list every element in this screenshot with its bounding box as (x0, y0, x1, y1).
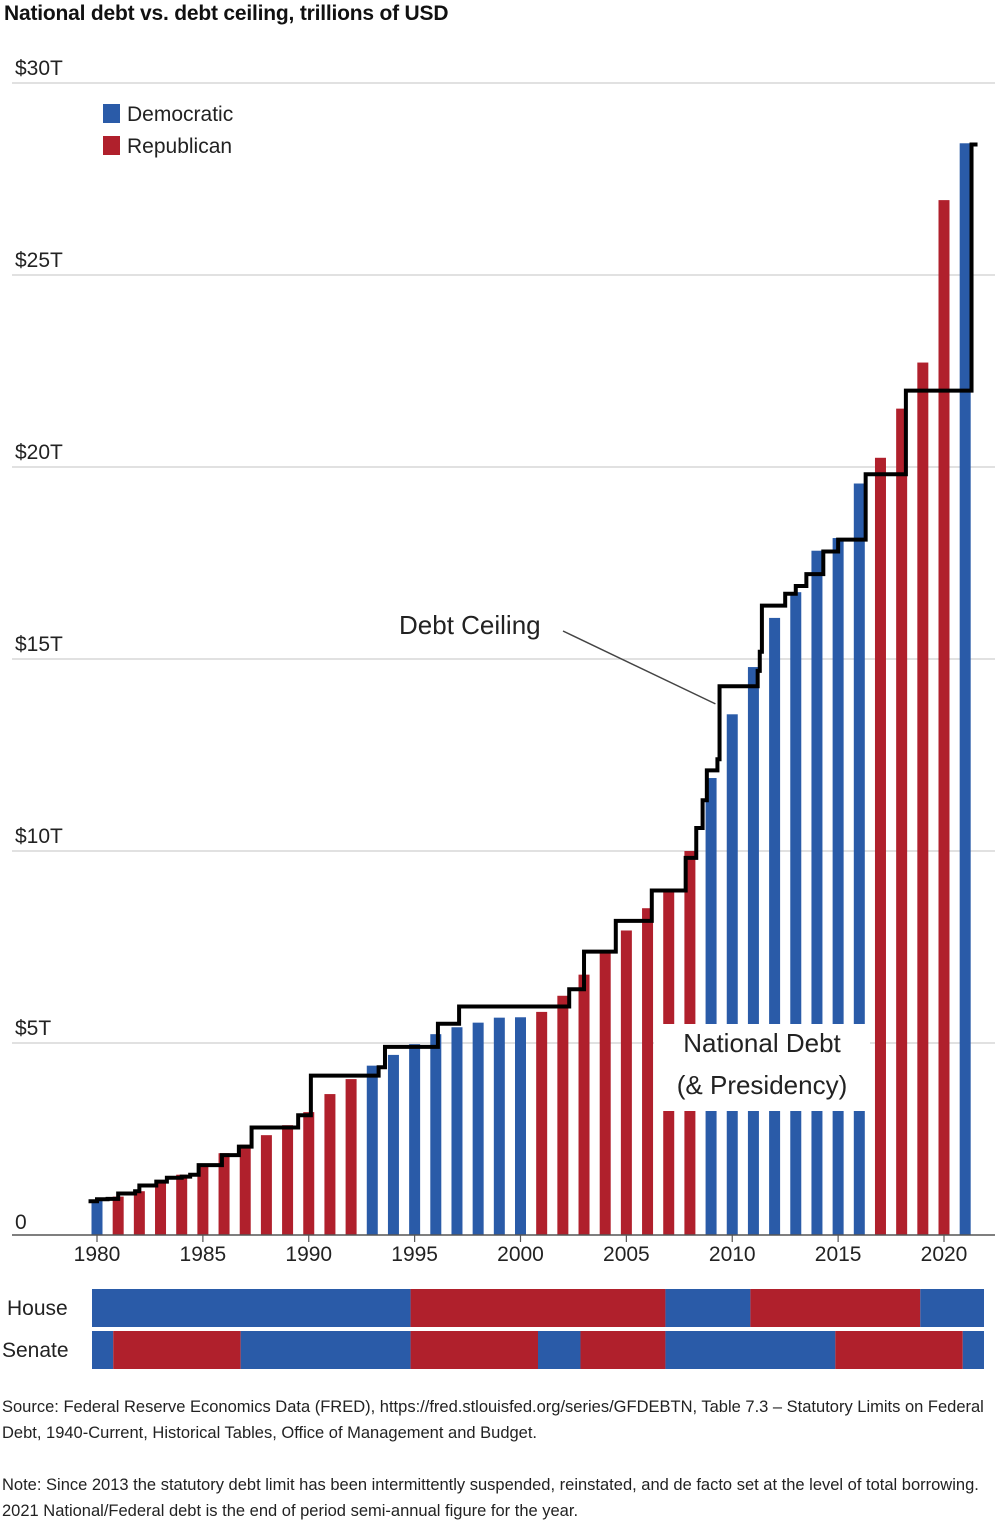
debt-bar-2019 (917, 362, 929, 1235)
national-debt-label-line: (& Presidency) (677, 1070, 848, 1100)
debt-bar-1999 (493, 1017, 505, 1235)
legend-label-democratic: Democratic (127, 103, 233, 126)
debt-bar-1988 (260, 1135, 272, 1235)
debt-bar-1997 (451, 1027, 463, 1235)
debt-bar-2021 (959, 143, 971, 1236)
debt-bar-1993 (366, 1065, 378, 1235)
debt-bar-1981 (112, 1196, 124, 1235)
debt-bar-1995 (409, 1044, 421, 1235)
debt-bar-2012 (769, 617, 781, 1235)
senate-segment (835, 1331, 963, 1369)
debt-bar-2000 (515, 1017, 526, 1235)
senate-segment (538, 1331, 581, 1369)
debt-bar-2014 (811, 550, 823, 1235)
debt-bar-2020 (938, 200, 950, 1235)
chart-title: National debt vs. debt ceiling, trillion… (4, 2, 449, 25)
y-tick-label: 0 (15, 1211, 27, 1234)
debt-bar-1994 (387, 1054, 399, 1235)
house-segment (92, 1289, 411, 1327)
debt-bar-2017 (874, 457, 886, 1235)
debt-bar-2005 (620, 930, 632, 1235)
debt-bar-1998 (472, 1022, 484, 1235)
annotation-pointer (562, 630, 716, 705)
debt-bar-1992 (345, 1079, 357, 1235)
debt-bar-2015 (832, 538, 844, 1235)
debt-bar-1996 (430, 1034, 442, 1235)
x-tick-label: 2005 (603, 1243, 650, 1266)
debt-bar-1990 (303, 1112, 315, 1235)
house-segment (750, 1289, 921, 1327)
debt-bar-2002 (557, 995, 569, 1235)
legend-swatch-democratic (103, 104, 120, 123)
debt-ceiling-line (88, 142, 978, 1204)
legend-label-republican: Republican (127, 135, 232, 158)
y-tick-label: $10T (15, 825, 63, 848)
senate-segment (580, 1331, 666, 1369)
debt-ceiling-annotation: Debt Ceiling (399, 610, 541, 640)
national-debt-label-box (654, 1024, 870, 1111)
debt-bar-1980 (91, 1200, 103, 1235)
y-tick-label: $20T (15, 441, 63, 464)
debt-bar-2010 (726, 714, 738, 1235)
senate-segment (665, 1331, 836, 1369)
debt-bar-2003 (578, 974, 590, 1235)
debt-bar-1983 (155, 1182, 167, 1235)
x-tick-label: 2000 (497, 1243, 544, 1266)
x-tick-label: 1985 (180, 1243, 227, 1266)
house-segment (920, 1289, 984, 1327)
debt-bar-2018 (896, 408, 908, 1236)
debt-bar-2006 (642, 908, 654, 1235)
debt-bar-2013 (790, 592, 802, 1235)
debt-bar-1987 (239, 1144, 251, 1235)
y-tick-label: $15T (15, 633, 63, 656)
senate-segment (92, 1331, 114, 1369)
debt-bar-1984 (176, 1174, 188, 1235)
debt-bar-1989 (282, 1125, 294, 1235)
debt-bar-1986 (218, 1153, 230, 1235)
house-segment (410, 1289, 666, 1327)
senate-segment (240, 1331, 411, 1369)
debt-bar-2004 (599, 951, 611, 1235)
y-tick-label: $5T (15, 1017, 51, 1040)
national-debt-label-line: National Debt (683, 1028, 841, 1058)
strip-label-senate: Senate (2, 1339, 69, 1362)
legend-swatch-republican (103, 136, 120, 155)
senate-segment (410, 1331, 538, 1369)
y-tick-label: $25T (15, 249, 63, 272)
debt-bar-2016 (853, 483, 865, 1236)
house-segment (665, 1289, 751, 1327)
debt-bar-1985 (197, 1165, 209, 1235)
footnote: Note: Since 2013 the statutory debt limi… (2, 1476, 979, 1520)
senate-segment (113, 1331, 241, 1369)
senate-segment (962, 1331, 984, 1369)
x-tick-label: 2020 (921, 1243, 968, 1266)
x-tick-label: 2010 (709, 1243, 756, 1266)
x-tick-label: 1980 (74, 1243, 121, 1266)
strip-label-house: House (7, 1297, 68, 1320)
debt-bar-2009 (705, 778, 717, 1235)
debt-bar-1991 (324, 1094, 336, 1235)
debt-bar-1982 (133, 1191, 145, 1235)
debt-bar-2011 (747, 667, 759, 1235)
x-tick-label: 2015 (815, 1243, 862, 1266)
x-tick-label: 1990 (285, 1243, 332, 1266)
debt-chart: 0 $5T $10T $15T $20T $25T $30T 1980 1985 1990 1995… (2, 57, 995, 1369)
source-note: Source: Federal Reserve Economics Data (… (2, 1398, 984, 1442)
y-tick-label: $30T (15, 57, 63, 80)
x-tick-label: 1995 (391, 1243, 438, 1266)
debt-bar-2001 (536, 1011, 548, 1235)
